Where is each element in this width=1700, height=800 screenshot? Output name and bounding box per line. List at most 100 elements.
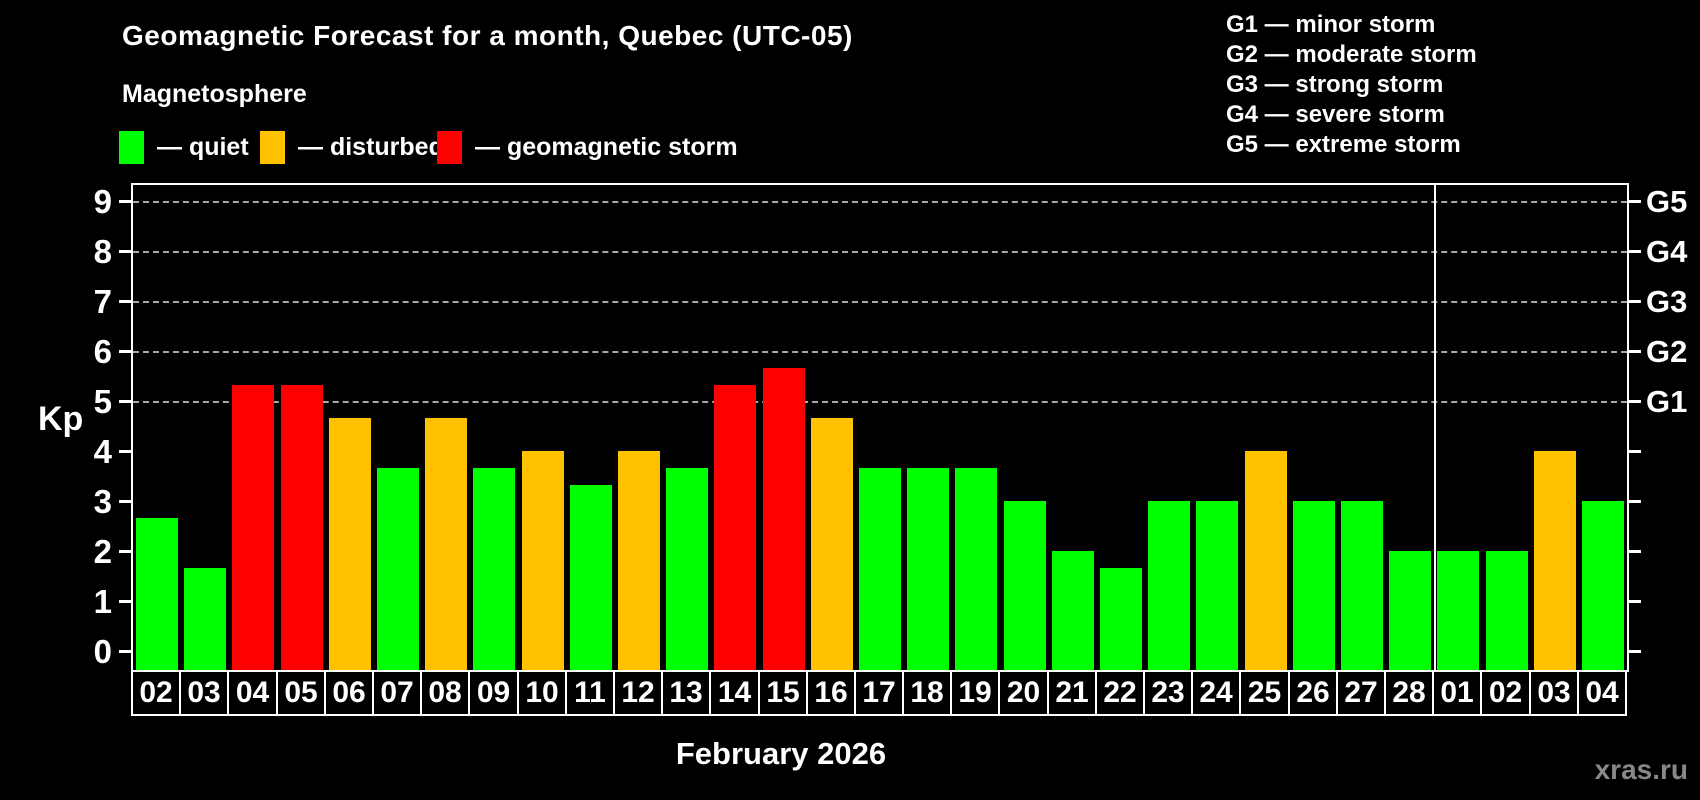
kp-bar-08-6 bbox=[425, 418, 467, 670]
day-label-04-30: 04 bbox=[1577, 670, 1627, 716]
gridline-kp-6 bbox=[133, 350, 1627, 353]
right-axis-tick-4 bbox=[1629, 450, 1641, 453]
day-label-10-8: 10 bbox=[517, 670, 567, 716]
day-label-18-16: 18 bbox=[902, 670, 952, 716]
left-axis-tick-7 bbox=[119, 300, 131, 303]
plot-area bbox=[131, 183, 1629, 672]
legend-swatch-quiet bbox=[119, 130, 144, 164]
kp-bar-23-21 bbox=[1148, 501, 1190, 670]
day-label-01-27: 01 bbox=[1432, 670, 1482, 716]
kp-bar-18-16 bbox=[907, 468, 949, 670]
right-axis-label-G3: G3 bbox=[1646, 283, 1688, 319]
kp-bar-24-22 bbox=[1196, 501, 1238, 670]
right-axis-tick-1 bbox=[1629, 600, 1641, 603]
day-label-11-9: 11 bbox=[565, 670, 615, 716]
left-axis-tick-9 bbox=[119, 200, 131, 203]
y-axis-label-6: 6 bbox=[93, 332, 112, 370]
day-label-04-2: 04 bbox=[227, 670, 278, 716]
kp-bar-12-10 bbox=[618, 451, 660, 670]
day-label-05-3: 05 bbox=[276, 670, 326, 716]
storm-scale-line-1: G1 — minor storm bbox=[1226, 11, 1436, 38]
kp-bar-04-2 bbox=[232, 385, 274, 670]
kp-bar-07-5 bbox=[377, 468, 419, 670]
right-axis-label-G4: G4 bbox=[1646, 233, 1688, 269]
day-label-26-24: 26 bbox=[1288, 670, 1338, 716]
kp-bar-19-17 bbox=[955, 468, 997, 670]
left-axis-tick-0 bbox=[119, 650, 131, 653]
day-label-02-28: 02 bbox=[1480, 670, 1531, 716]
left-axis-tick-4 bbox=[119, 450, 131, 453]
day-label-03-1: 03 bbox=[179, 670, 229, 716]
right-axis-tick-0 bbox=[1629, 650, 1641, 653]
y-axis-label-2: 2 bbox=[93, 532, 112, 570]
y-axis-label-9: 9 bbox=[93, 182, 112, 220]
right-axis-tick-2 bbox=[1629, 550, 1641, 553]
y-axis-label-7: 7 bbox=[93, 282, 112, 320]
right-axis-label-G2: G2 bbox=[1646, 333, 1688, 369]
y-axis-label-8: 8 bbox=[93, 232, 112, 270]
legend-swatch-storm bbox=[437, 130, 462, 164]
left-axis-tick-2 bbox=[119, 550, 131, 553]
day-label-27-25: 27 bbox=[1336, 670, 1386, 716]
kp-bar-09-7 bbox=[473, 468, 515, 670]
legend-label-storm: — geomagnetic storm bbox=[475, 133, 738, 161]
legend-label-quiet: — quiet bbox=[157, 133, 249, 161]
kp-bar-27-25 bbox=[1341, 501, 1383, 670]
right-axis-tick-6 bbox=[1629, 350, 1641, 353]
day-label-09-7: 09 bbox=[468, 670, 519, 716]
kp-bar-05-3 bbox=[281, 385, 323, 670]
day-label-22-20: 22 bbox=[1095, 670, 1145, 716]
day-label-06-4: 06 bbox=[324, 670, 374, 716]
kp-bar-22-20 bbox=[1100, 568, 1142, 670]
left-axis-tick-1 bbox=[119, 600, 131, 603]
gridline-kp-5 bbox=[133, 400, 1627, 403]
day-label-03-29: 03 bbox=[1529, 670, 1579, 716]
gridline-kp-9 bbox=[133, 200, 1627, 203]
x-axis-title: February 2026 bbox=[675, 736, 887, 771]
left-axis-tick-6 bbox=[119, 350, 131, 353]
kp-bar-14-12 bbox=[714, 385, 756, 670]
day-label-12-10: 12 bbox=[613, 670, 663, 716]
kp-bar-17-15 bbox=[859, 468, 901, 670]
x-axis-day-labels: 02 03 04 05 06 07 08 09 10 11 12 13 14 15 16 17 18 19 20 21… bbox=[131, 670, 1629, 716]
day-label-19-17: 19 bbox=[950, 670, 1000, 716]
storm-scale-line-4: G4 — severe storm bbox=[1226, 101, 1445, 128]
kp-bar-03-1 bbox=[184, 568, 226, 670]
legend-label-disturbed: — disturbed bbox=[298, 133, 444, 161]
left-axis-tick-8 bbox=[119, 250, 131, 253]
right-axis-label-G5: G5 bbox=[1646, 183, 1688, 219]
chart-title: Geomagnetic Forecast for a month, Quebec… bbox=[122, 20, 853, 51]
kp-bar-25-23 bbox=[1245, 451, 1287, 670]
kp-bar-02-28 bbox=[1486, 551, 1528, 670]
storm-scale-legend: G1 — minor storm G2 — moderate storm G3 — … bbox=[1226, 10, 1477, 160]
left-axis-tick-3 bbox=[119, 500, 131, 503]
right-axis-tick-9 bbox=[1629, 200, 1641, 203]
kp-bar-28-26 bbox=[1389, 551, 1431, 670]
day-label-28-26: 28 bbox=[1384, 670, 1434, 716]
day-label-15-13: 15 bbox=[758, 670, 808, 716]
storm-scale-line-3: G3 — strong storm bbox=[1226, 71, 1444, 98]
kp-bar-16-14 bbox=[811, 418, 853, 670]
day-label-02-0: 02 bbox=[131, 670, 181, 716]
kp-bar-26-24 bbox=[1293, 501, 1335, 670]
legend-swatch-disturbed bbox=[260, 130, 285, 164]
kp-bar-11-9 bbox=[570, 485, 612, 670]
day-label-16-14: 16 bbox=[806, 670, 856, 716]
kp-bar-20-18 bbox=[1004, 501, 1046, 670]
y-axis-label-1: 1 bbox=[93, 582, 112, 620]
legend-item-disturbed: — disturbed bbox=[260, 130, 444, 164]
y-axis-title: Kp bbox=[38, 400, 84, 438]
gridline-kp-7 bbox=[133, 300, 1627, 303]
kp-bar-13-11 bbox=[666, 468, 708, 670]
y-axis-label-4: 4 bbox=[93, 432, 112, 470]
kp-bar-21-19 bbox=[1052, 551, 1094, 670]
gridline-kp-8 bbox=[133, 250, 1627, 253]
kp-bar-10-8 bbox=[522, 451, 564, 670]
day-label-25-23: 25 bbox=[1239, 670, 1290, 716]
kp-bar-02-0 bbox=[136, 518, 178, 670]
y-axis-label-5: 5 bbox=[93, 382, 112, 420]
y-axis-label-3: 3 bbox=[93, 482, 112, 520]
left-axis-tick-5 bbox=[119, 400, 131, 403]
right-axis-tick-8 bbox=[1629, 250, 1641, 253]
watermark: xras.ru bbox=[1594, 754, 1688, 785]
